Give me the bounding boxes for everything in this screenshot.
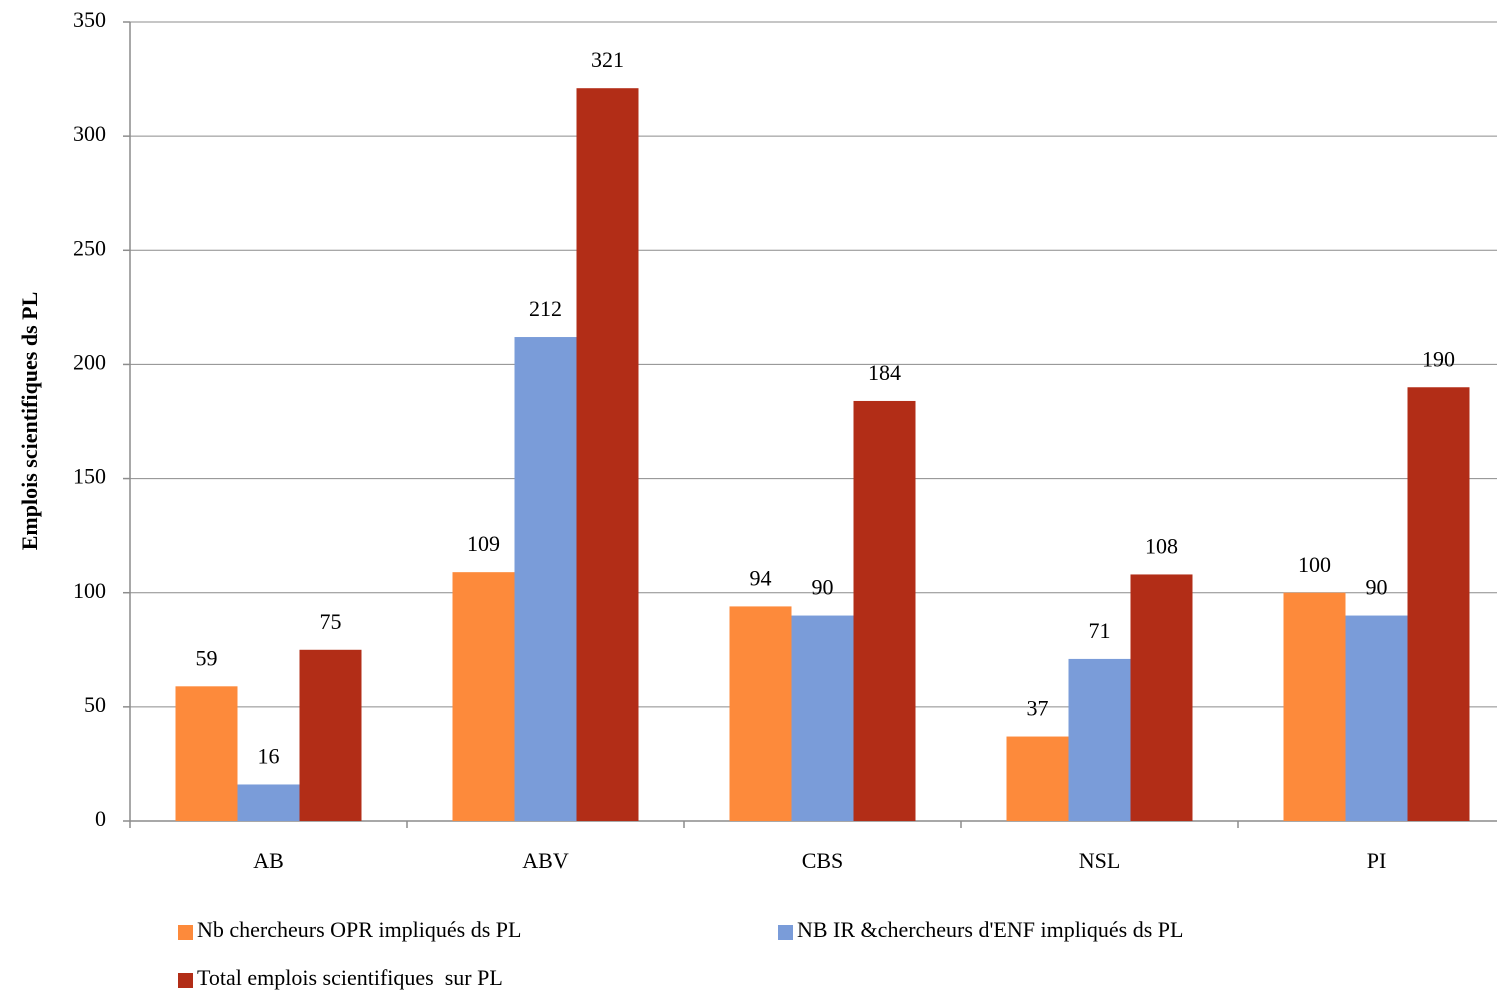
data-label: 109 bbox=[467, 531, 500, 556]
data-label: 71 bbox=[1089, 618, 1111, 643]
bar bbox=[1407, 387, 1470, 821]
data-label: 184 bbox=[868, 360, 901, 385]
y-tick-label: 300 bbox=[73, 121, 106, 146]
bar bbox=[1006, 736, 1069, 821]
data-label: 37 bbox=[1027, 696, 1049, 721]
bar bbox=[791, 615, 854, 821]
bar bbox=[1130, 574, 1193, 821]
data-label: 212 bbox=[529, 296, 562, 321]
y-tick-label: 200 bbox=[73, 349, 106, 374]
x-tick-label: NSL bbox=[1079, 848, 1121, 873]
data-label: 108 bbox=[1145, 533, 1178, 558]
bar bbox=[853, 400, 916, 821]
y-tick-label: 150 bbox=[73, 464, 106, 489]
data-label: 90 bbox=[812, 575, 834, 600]
x-tick-label: ABV bbox=[522, 848, 569, 873]
x-tick-label: PI bbox=[1367, 848, 1387, 873]
data-label: 190 bbox=[1422, 346, 1455, 371]
data-label: 75 bbox=[320, 609, 342, 634]
legend-label: Nb chercheurs OPR impliqués ds PL bbox=[197, 917, 521, 942]
legend-label: NB IR &chercheurs d'ENF impliqués ds PL bbox=[797, 917, 1183, 942]
y-tick-label: 50 bbox=[84, 692, 106, 717]
bar bbox=[175, 686, 238, 821]
y-tick-label: 350 bbox=[73, 7, 106, 32]
bar bbox=[576, 88, 639, 821]
data-label: 100 bbox=[1298, 552, 1331, 577]
x-tick-label: CBS bbox=[802, 848, 844, 873]
bar bbox=[299, 649, 362, 821]
y-tick-label: 0 bbox=[95, 806, 106, 831]
y-tick-label: 250 bbox=[73, 235, 106, 260]
bar bbox=[1283, 592, 1346, 821]
data-label: 59 bbox=[196, 645, 218, 670]
bar bbox=[1345, 615, 1408, 821]
bar bbox=[729, 606, 792, 821]
data-label: 90 bbox=[1366, 575, 1388, 600]
bar bbox=[237, 784, 300, 821]
bar bbox=[1068, 658, 1131, 821]
bar bbox=[452, 572, 515, 821]
y-axis-title: Emplois scientifiques ds PL bbox=[17, 292, 42, 551]
x-tick-label: AB bbox=[253, 848, 284, 873]
legend-swatch bbox=[778, 925, 793, 940]
bar bbox=[514, 337, 577, 821]
legend-swatch bbox=[178, 925, 193, 940]
y-tick-label: 100 bbox=[73, 578, 106, 603]
legend-label: Total emplois scientifiques sur PL bbox=[197, 965, 503, 990]
data-label: 94 bbox=[750, 565, 772, 590]
data-label: 321 bbox=[591, 47, 624, 72]
legend-swatch bbox=[178, 973, 193, 988]
data-label: 16 bbox=[258, 744, 280, 769]
